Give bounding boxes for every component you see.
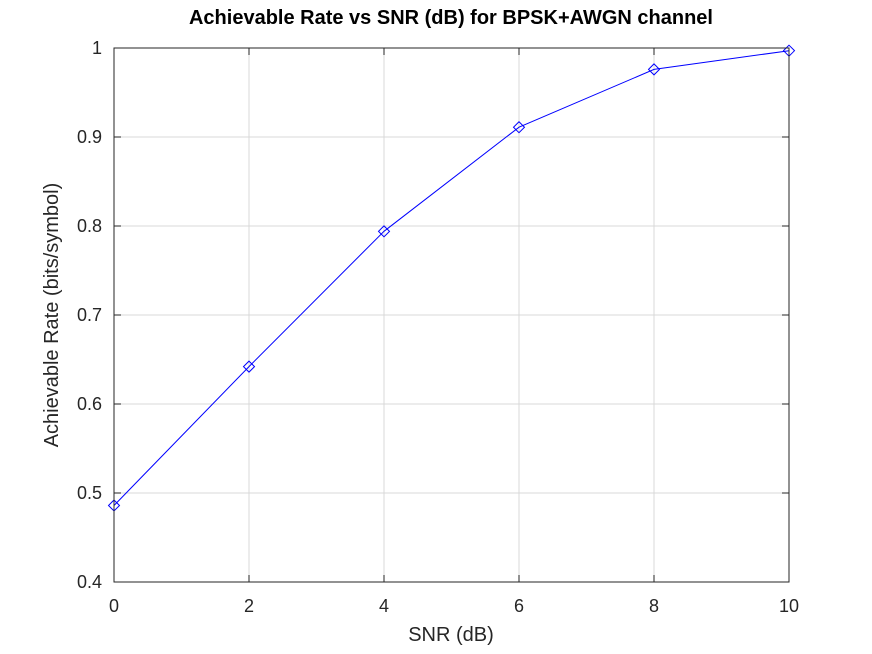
plot-area [107,44,796,583]
x-tick-label: 0 [109,596,119,616]
series-lines [113,50,790,506]
y-tick-label: 0.6 [77,394,102,414]
chart-title: Achievable Rate vs SNR (dB) for BPSK+AWG… [189,7,713,29]
series-markers [107,44,796,512]
y-tick-label: 1 [92,38,102,58]
x-tick-label: 2 [244,596,254,616]
y-tick-label: 0.9 [77,127,102,147]
series-line [113,50,790,506]
x-tick-label: 4 [379,596,389,616]
x-tick-label: 8 [649,596,659,616]
y-tick-label: 0.5 [77,483,102,503]
y-tick-label: 0.8 [77,216,102,236]
x-tick-label: 10 [779,596,799,616]
y-tick-label: 0.7 [77,305,102,325]
y-tick-label: 0.4 [77,572,102,592]
data-point-marker [512,121,526,134]
x-tick-labels: 0 2 4 6 8 10 [109,596,799,616]
x-tick-label: 6 [514,596,524,616]
data-point-marker [377,225,391,238]
y-axis-label: Achievable Rate (bits/symbol) [41,183,63,448]
data-point-marker [242,360,256,373]
y-tick-labels: 0.4 0.5 0.6 0.7 0.8 0.9 1 [77,38,102,592]
tick-marks [113,47,790,583]
data-point-marker [647,63,661,76]
x-axis-label: SNR (dB) [408,624,494,646]
